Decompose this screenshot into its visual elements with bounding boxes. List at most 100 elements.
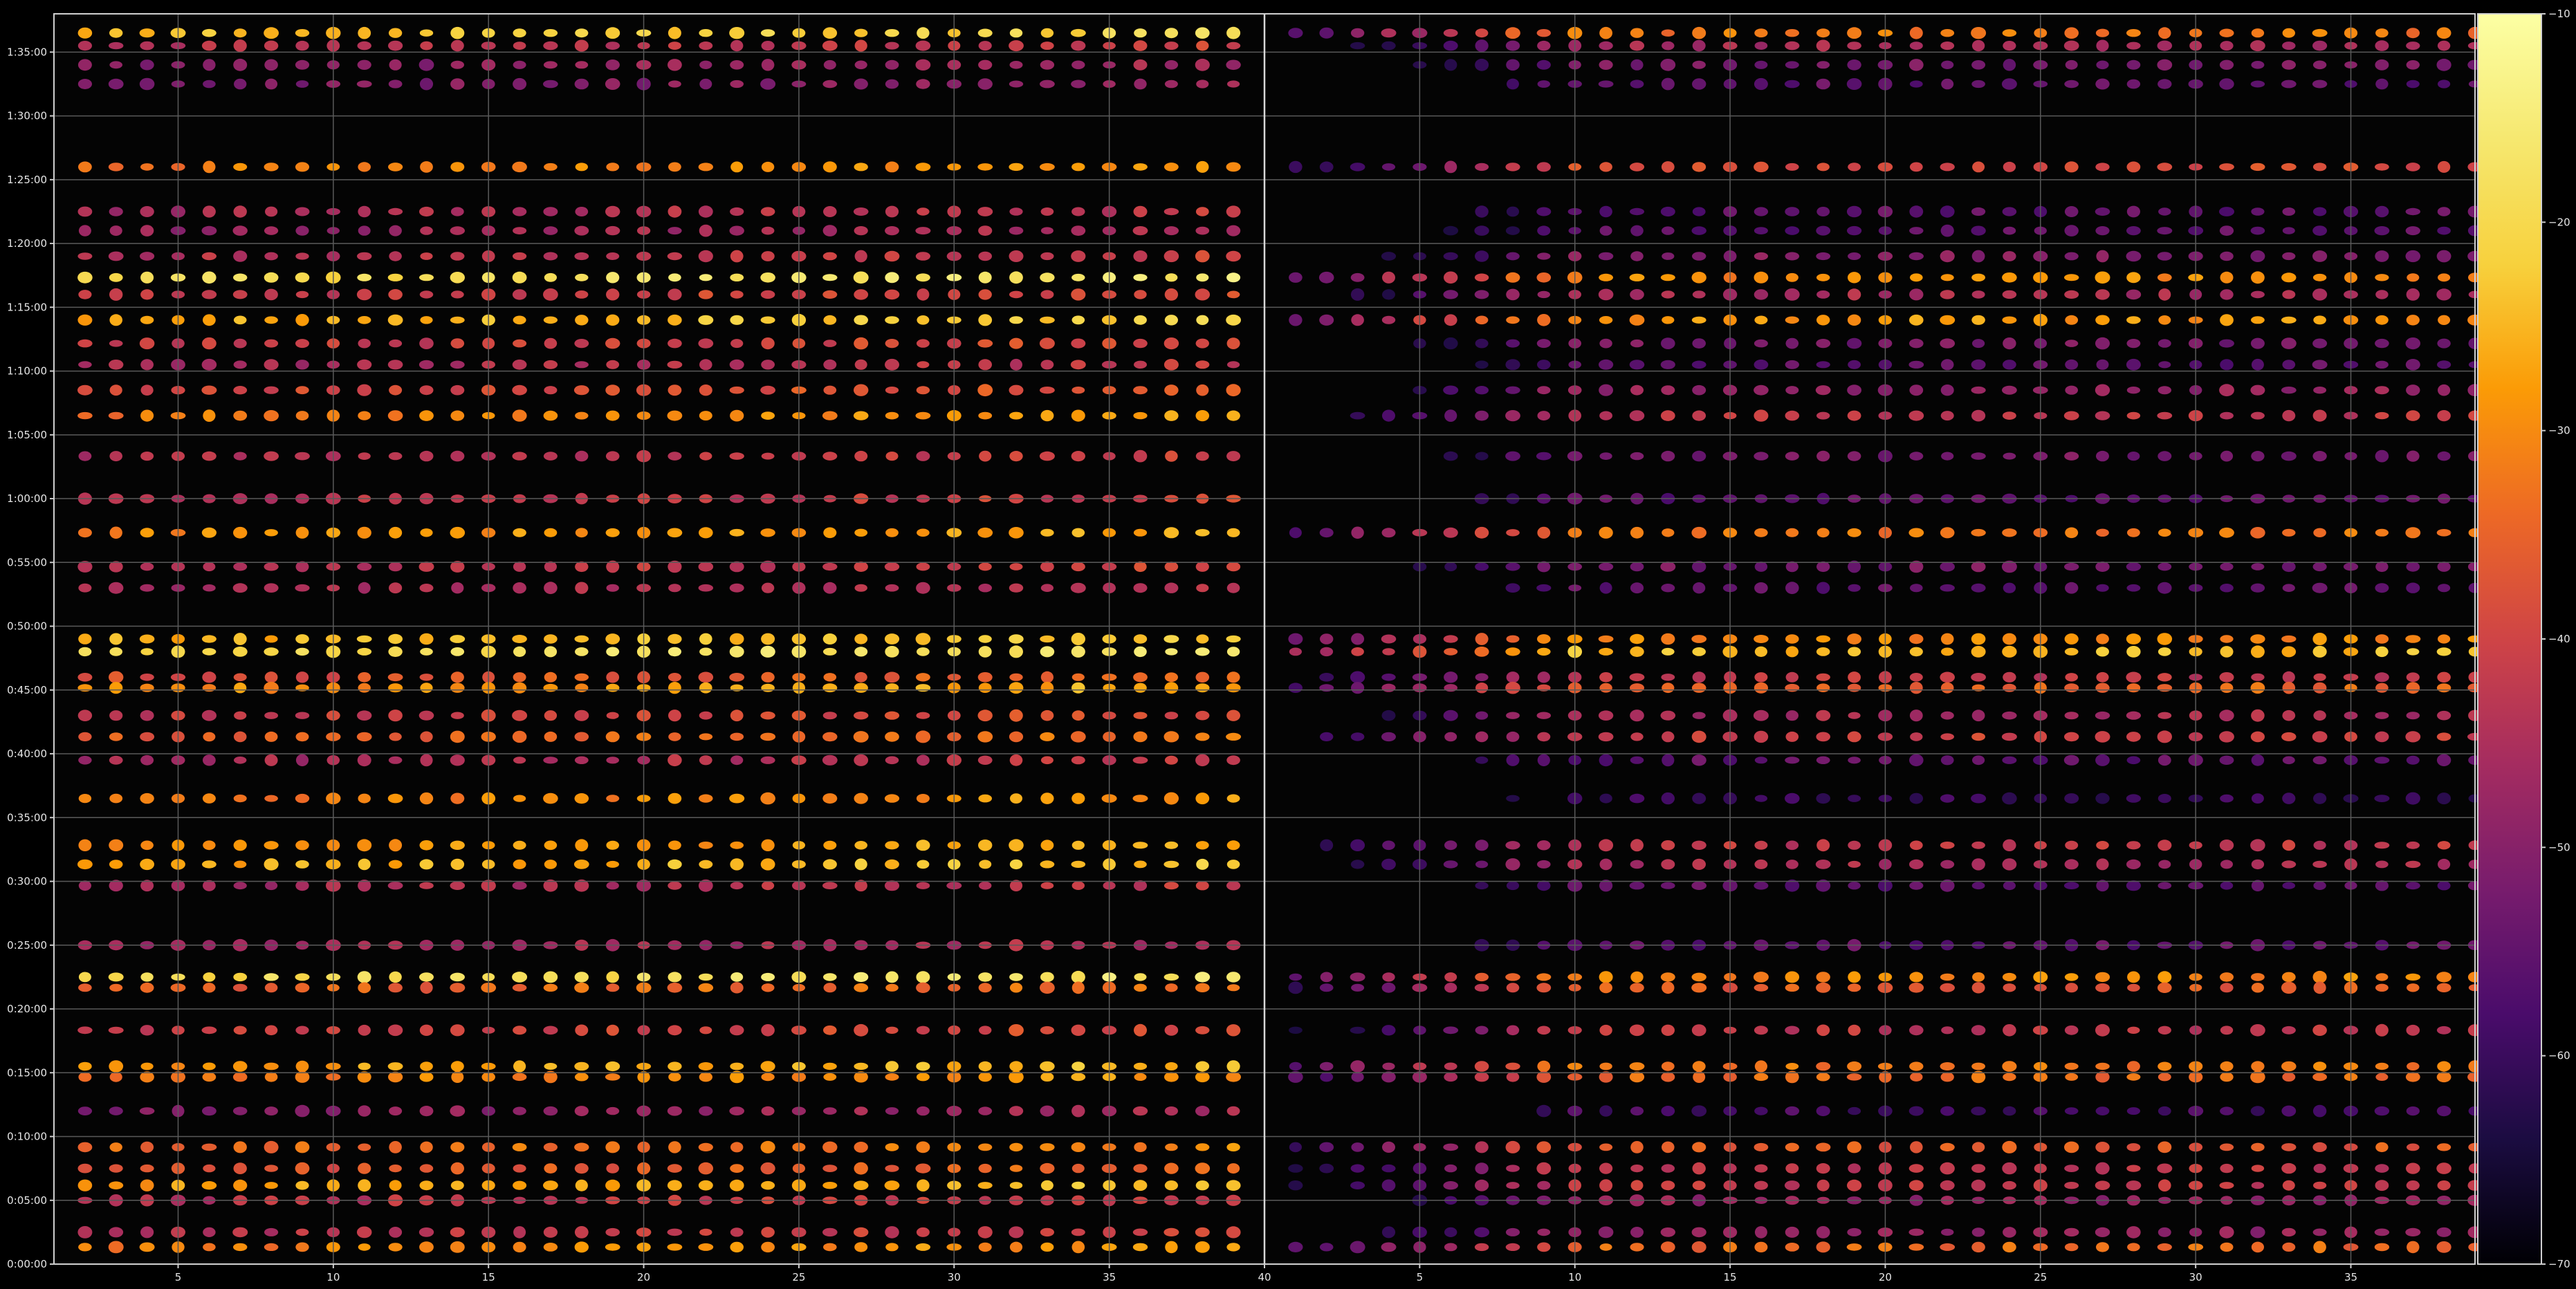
heatmap-cell	[730, 710, 744, 722]
heatmap-cell	[2095, 972, 2110, 983]
heatmap-cell	[1475, 840, 1489, 851]
heatmap-cell	[202, 1106, 217, 1116]
heatmap-cell	[1165, 983, 1178, 992]
heatmap-cell	[979, 450, 992, 462]
heatmap-cell	[2126, 358, 2141, 371]
heatmap-cell	[1133, 205, 1148, 218]
heatmap-cell	[2126, 880, 2141, 891]
heatmap-cell	[698, 562, 714, 572]
heatmap-cell	[1630, 756, 1644, 764]
heatmap-cell	[357, 839, 372, 852]
heatmap-cell	[1971, 561, 1986, 573]
heatmap-cell	[2282, 252, 2296, 261]
heatmap-cell	[1630, 289, 1644, 300]
heatmap-cell	[77, 271, 93, 284]
heatmap-cell	[140, 528, 154, 538]
heatmap-cell	[1599, 26, 1613, 39]
heatmap-cell	[885, 161, 899, 173]
heatmap-cell	[854, 671, 867, 683]
heatmap-cell	[1909, 314, 1924, 326]
heatmap-cell	[1040, 646, 1055, 658]
heatmap-cell	[1785, 1106, 1800, 1116]
heatmap-cell	[1754, 384, 1769, 396]
heatmap-cell	[854, 983, 869, 992]
heatmap-cell	[1320, 732, 1334, 741]
heatmap-cell	[2436, 529, 2451, 537]
heatmap-cell	[1940, 290, 1955, 299]
heatmap-cell	[1630, 983, 1644, 993]
heatmap-cell	[1288, 1180, 1303, 1191]
heatmap-cell	[1599, 384, 1614, 396]
heatmap-cell	[2406, 672, 2420, 683]
heatmap-cell	[1133, 163, 1148, 171]
heatmap-cell	[512, 983, 527, 992]
heatmap-cell	[2281, 451, 2297, 461]
heatmap-cell	[1444, 671, 1458, 683]
heatmap-cell	[1691, 881, 1706, 890]
heatmap-cell	[233, 526, 248, 539]
heatmap-cell	[1505, 973, 1520, 981]
heatmap-cell	[1630, 839, 1644, 852]
heatmap-cell	[574, 982, 589, 993]
heatmap-cell	[1134, 561, 1147, 573]
heatmap-cell	[418, 1227, 434, 1237]
heatmap-cell	[1940, 384, 1954, 396]
heatmap-cell	[2095, 983, 2110, 992]
heatmap-cell	[1319, 528, 1334, 538]
heatmap-cell	[358, 858, 371, 871]
heatmap-cell	[1599, 754, 1613, 767]
heatmap-cell	[1910, 273, 1923, 282]
heatmap-cell	[2219, 1226, 2234, 1239]
heatmap-cell	[667, 360, 683, 369]
heatmap-cell	[1009, 645, 1023, 658]
heatmap-cell	[419, 77, 434, 91]
heatmap-cell	[295, 973, 310, 981]
heatmap-cell	[2157, 227, 2173, 235]
heatmap-cell	[140, 1141, 154, 1153]
heatmap-cell	[1475, 711, 1489, 720]
heatmap-cell	[1071, 682, 1085, 694]
heatmap-cell	[605, 1141, 620, 1153]
heatmap-cell	[916, 1141, 930, 1153]
heatmap-cell	[760, 385, 775, 395]
heatmap-cell	[2002, 858, 2017, 871]
heatmap-cell	[575, 1024, 589, 1037]
heatmap-cell	[2406, 410, 2420, 421]
heatmap-cell	[2281, 1162, 2297, 1174]
heatmap-cell	[1660, 274, 1675, 281]
heatmap-cell	[1444, 732, 1457, 742]
heatmap-cell	[1537, 1180, 1551, 1190]
heatmap-cell	[1506, 881, 1520, 891]
heatmap-cell	[698, 584, 713, 592]
heatmap-cell	[543, 207, 558, 216]
heatmap-cell	[203, 80, 216, 89]
heatmap-cell	[730, 1164, 744, 1173]
heatmap-cell	[575, 61, 589, 69]
heatmap-cell	[1474, 526, 1489, 539]
heatmap-cell	[2312, 970, 2327, 983]
heatmap-cell	[264, 1243, 279, 1251]
heatmap-cell	[2312, 1142, 2327, 1152]
heatmap-cell	[1692, 1142, 1706, 1153]
heatmap-cell	[1816, 1241, 1830, 1253]
heatmap-cell	[2375, 646, 2389, 658]
heatmap-cell	[78, 880, 91, 891]
heatmap-cell	[2438, 315, 2451, 325]
heatmap-cell	[854, 841, 867, 850]
heatmap-cell	[2436, 732, 2451, 741]
heatmap-cell	[295, 1228, 309, 1236]
heatmap-cell	[1196, 315, 1209, 325]
heatmap-cell	[1381, 1025, 1396, 1036]
heatmap-cell	[1598, 80, 1614, 88]
heatmap-cell	[2002, 29, 2017, 37]
heatmap-cell	[2405, 163, 2420, 171]
heatmap-cell	[203, 1062, 216, 1070]
heatmap-cell	[2157, 730, 2172, 743]
heatmap-cell	[1164, 712, 1179, 720]
heatmap-cell	[1630, 59, 1644, 71]
heatmap-cell	[1163, 731, 1179, 743]
heatmap-cell	[2407, 1143, 2420, 1151]
heatmap-cell	[1846, 1243, 1862, 1251]
heatmap-cell	[1599, 359, 1614, 370]
heatmap-cell	[543, 1243, 558, 1252]
